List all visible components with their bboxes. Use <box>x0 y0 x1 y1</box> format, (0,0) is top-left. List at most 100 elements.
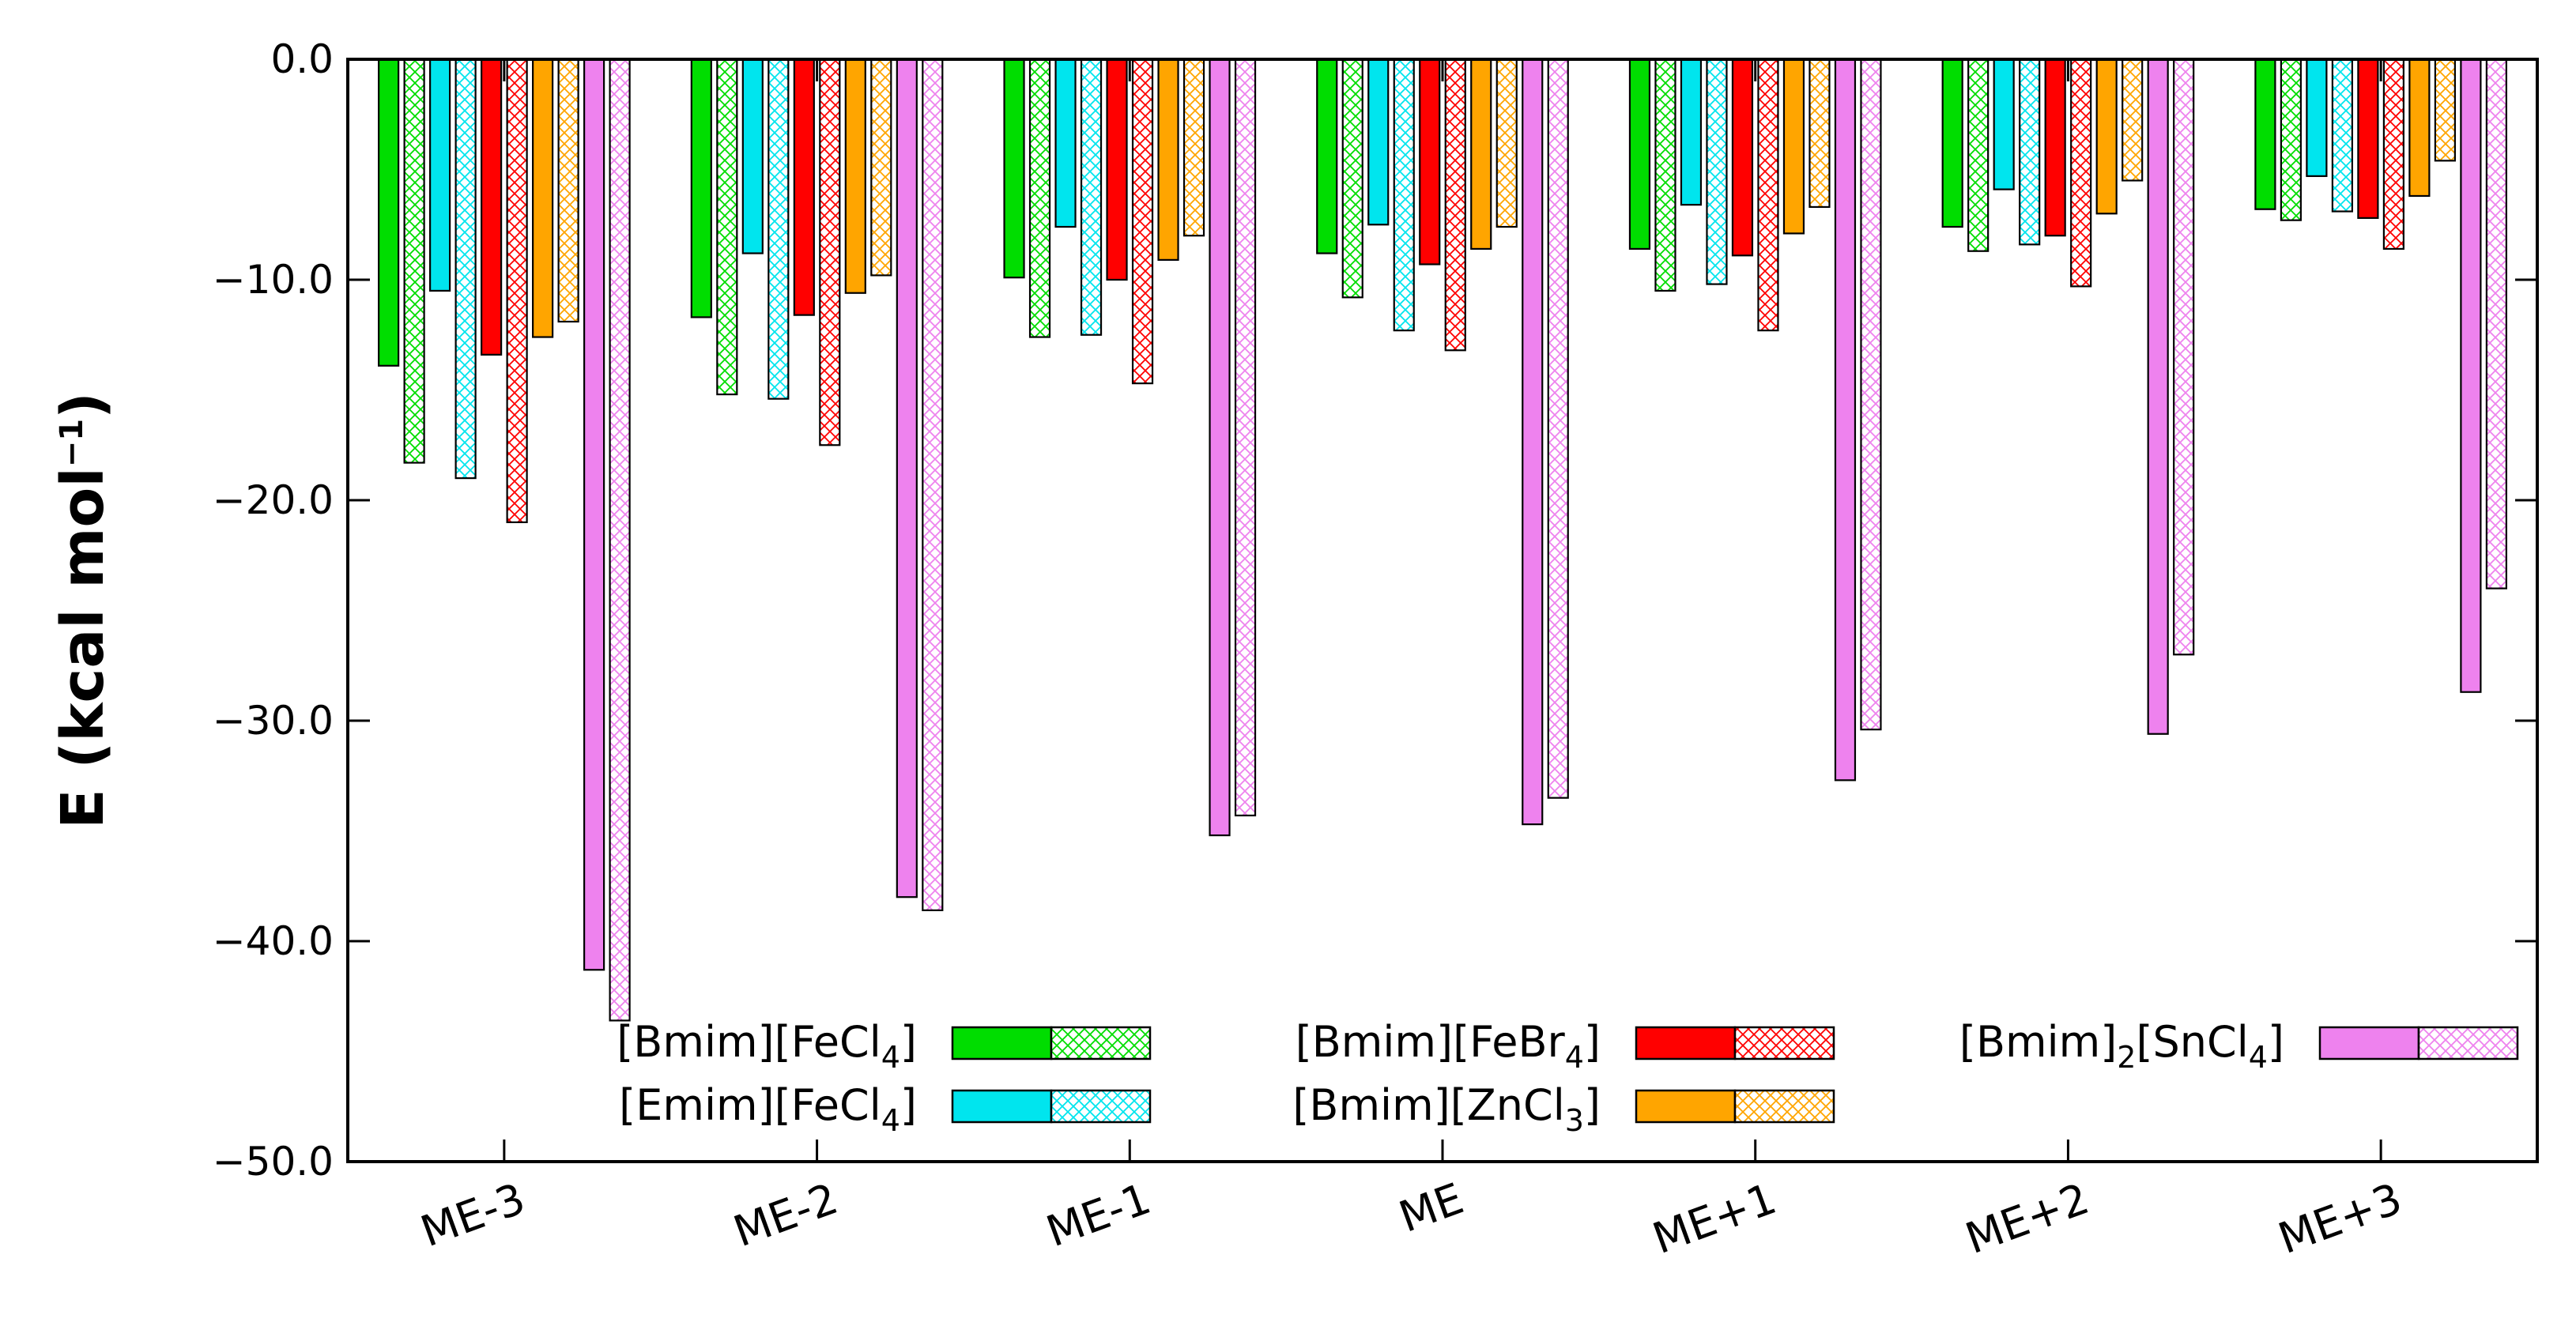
bar-ME-[Bmim][FeCl4]-hatched <box>1341 58 1363 299</box>
bar-ME+2-[Bmim][FeBr4]-solid <box>2044 58 2066 237</box>
bar-ME-3-[Bmim][ZnCl3]-hatched <box>557 58 579 323</box>
x-category-label: ME-3 <box>414 1173 531 1256</box>
bar-ME+1-[Bmim]2[SnCl4]-solid <box>1834 58 1857 782</box>
legend-swatch-hatched <box>1050 1089 1152 1124</box>
bar-ME-[Bmim][FeCl4]-solid <box>1316 58 1338 254</box>
legend-label: [Bmim][FeBr4] <box>1296 1017 1601 1075</box>
bar-ME-2-[Bmim][ZnCl3]-hatched <box>870 58 892 277</box>
bar-ME-[Bmim][FeBr4]-solid <box>1419 58 1441 266</box>
bar-ME-1-[Bmim][FeBr4]-hatched <box>1131 58 1154 385</box>
bar-ME-3-[Bmim][FeCl4]-hatched <box>403 58 425 464</box>
bar-ME+2-[Bmim]2[SnCl4]-hatched <box>2173 58 2195 656</box>
bar-ME-[Bmim][FeBr4]-hatched <box>1444 58 1466 352</box>
y-axis: 0.0 −10.0 −20.0 −30.0 −40.0 −50.0 <box>213 36 2537 1185</box>
y-tick-label: −10.0 <box>213 257 334 303</box>
bar-ME+2-[Bmim][ZnCl3]-hatched <box>2122 58 2144 182</box>
legend-swatch-hatched <box>1050 1026 1152 1060</box>
bar-ME+2-[Emim][FeCl4]-solid <box>1993 58 2015 190</box>
y-tick-label: 0.0 <box>270 36 334 82</box>
bar-ME+3-[Bmim][FeCl4]-solid <box>2254 58 2276 210</box>
bar-ME+3-[Bmim][ZnCl3]-hatched <box>2434 58 2456 162</box>
bar-ME-2-[Bmim][ZnCl3]-solid <box>844 58 866 294</box>
bar-ME-2-[Bmim]2[SnCl4]-hatched <box>922 58 944 912</box>
legend-entry: [Emim][FeCl4] <box>619 1080 1152 1138</box>
x-category-label: ME <box>1393 1173 1469 1242</box>
x-category-label: ME-2 <box>727 1173 844 1256</box>
x-category-label: ME+3 <box>2272 1173 2408 1264</box>
legend-swatch-solid <box>951 1089 1053 1124</box>
bar-ME-3-[Bmim]2[SnCl4]-solid <box>583 58 605 971</box>
bar-ME-3-[Emim][FeCl4]-hatched <box>454 58 477 480</box>
bar-ME+3-[Bmim][FeCl4]-hatched <box>2280 58 2302 221</box>
legend-entry: [Bmim][FeBr4] <box>1296 1017 1835 1075</box>
legend-entry: [Bmim][ZnCl3] <box>1292 1080 1835 1138</box>
bar-ME-2-[Bmim][FeBr4]-hatched <box>819 58 841 446</box>
bar-ME+3-[Emim][FeCl4]-hatched <box>2331 58 2353 213</box>
bar-ME+1-[Bmim][ZnCl3]-solid <box>1782 58 1805 235</box>
bar-ME-3-[Bmim]2[SnCl4]-hatched <box>609 58 631 1022</box>
bar-ME+3-[Emim][FeCl4]-solid <box>2306 58 2328 177</box>
legend-swatch-solid <box>951 1026 1053 1060</box>
bar-ME+2-[Bmim][FeCl4]-solid <box>1941 58 1963 228</box>
y-tick-label: −40.0 <box>213 918 334 964</box>
bar-ME-1-[Bmim][ZnCl3]-hatched <box>1182 58 1205 237</box>
bar-ME-3-[Bmim][ZnCl3]-solid <box>532 58 554 338</box>
bar-ME+1-[Emim][FeCl4]-hatched <box>1706 58 1728 285</box>
y-tick-label: −20.0 <box>213 477 334 523</box>
bar-ME+1-[Bmim][FeBr4]-hatched <box>1757 58 1779 332</box>
y-axis-label: E (kcal mol−1) <box>49 392 117 829</box>
bar-ME-1-[Bmim][FeCl4]-solid <box>1003 58 1025 279</box>
bar-ME-1-[Bmim][FeCl4]-hatched <box>1028 58 1051 338</box>
y-tick-label: −30.0 <box>213 698 334 744</box>
bar-ME-2-[Bmim][FeCl4]-hatched <box>716 58 738 396</box>
legend-swatch-hatched <box>1733 1026 1835 1060</box>
legend-entry: [Bmim][FeCl4] <box>617 1017 1152 1075</box>
bar-ME+2-[Bmim][ZnCl3]-solid <box>2095 58 2118 215</box>
bar-ME-2-[Bmim]2[SnCl4]-solid <box>896 58 918 898</box>
y-tick-label: −50.0 <box>213 1139 334 1185</box>
bar-ME+2-[Bmim][FeCl4]-hatched <box>1967 58 1990 252</box>
legend-label: [Emim][FeCl4] <box>619 1080 917 1138</box>
bar-ME+1-[Bmim][FeCl4]-solid <box>1628 58 1651 251</box>
bar-ME+1-[Bmim][FeCl4]-hatched <box>1654 58 1676 292</box>
bar-ME+1-[Emim][FeCl4]-solid <box>1680 58 1703 206</box>
legend-label: [Bmim][FeCl4] <box>617 1017 917 1075</box>
legend-label: [Bmim]2[SnCl4] <box>1959 1017 2284 1075</box>
bar-ME-3-[Emim][FeCl4]-solid <box>429 58 451 292</box>
legend-swatch-hatched <box>2417 1026 2519 1060</box>
bar-ME+1-[Bmim][ZnCl3]-hatched <box>1808 58 1831 209</box>
bar-ME-2-[Bmim][FeCl4]-solid <box>690 58 712 318</box>
bar-ME-1-[Bmim]2[SnCl4]-hatched <box>1234 58 1257 817</box>
bars-group <box>378 58 2507 1022</box>
legend-swatch-solid <box>2318 1026 2420 1060</box>
bar-ME-[Bmim]2[SnCl4]-solid <box>1522 58 1544 826</box>
bar-ME-1-[Bmim]2[SnCl4]-solid <box>1209 58 1231 837</box>
bar-ME+2-[Bmim][FeBr4]-hatched <box>2070 58 2092 288</box>
bar-ME-1-[Emim][FeCl4]-solid <box>1054 58 1077 228</box>
bar-ME-2-[Emim][FeCl4]-hatched <box>768 58 790 400</box>
bar-ME+1-[Bmim][FeBr4]-solid <box>1731 58 1754 257</box>
bar-ME+3-[Bmim]2[SnCl4]-hatched <box>2485 58 2507 590</box>
bar-ME+3-[Bmim][FeBr4]-solid <box>2357 58 2379 219</box>
bar-ME+3-[Bmim][ZnCl3]-solid <box>2408 58 2431 198</box>
bar-ME-2-[Bmim][FeBr4]-solid <box>793 58 815 316</box>
bar-ME+3-[Bmim][FeBr4]-hatched <box>2382 58 2404 251</box>
legend-entry: [Bmim]2[SnCl4] <box>1959 1017 2519 1075</box>
bar-ME-2-[Emim][FeCl4]-solid <box>741 58 764 254</box>
bar-ME-[Bmim][ZnCl3]-hatched <box>1495 58 1518 228</box>
legend-swatch-hatched <box>1733 1089 1835 1124</box>
legend: [Bmim][FeCl4][Emim][FeCl4][Bmim][FeBr4][… <box>617 1017 2519 1138</box>
bar-ME-[Emim][FeCl4]-solid <box>1367 58 1390 226</box>
bar-ME+3-[Bmim]2[SnCl4]-solid <box>2460 58 2482 693</box>
bar-ME+1-[Bmim]2[SnCl4]-hatched <box>1860 58 1882 731</box>
bar-ME-1-[Bmim][FeBr4]-solid <box>1106 58 1128 281</box>
bar-ME-3-[Bmim][FeCl4]-solid <box>378 58 400 367</box>
x-category-label: ME+2 <box>1959 1173 2095 1264</box>
bar-ME-[Bmim][ZnCl3]-solid <box>1470 58 1492 251</box>
legend-label: [Bmim][ZnCl3] <box>1292 1080 1601 1138</box>
legend-swatch-solid <box>1635 1089 1737 1124</box>
x-category-label: ME+1 <box>1646 1173 1782 1264</box>
plot-frame <box>346 58 2539 1163</box>
x-category-label: ME-1 <box>1040 1173 1157 1256</box>
